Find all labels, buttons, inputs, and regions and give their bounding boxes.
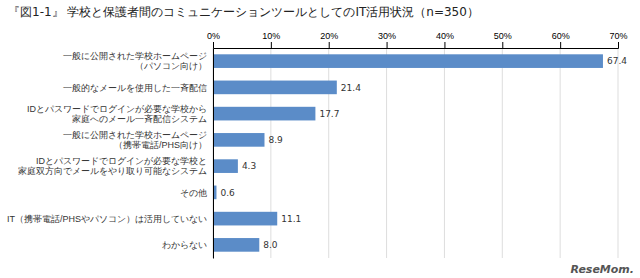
title: 『図1-1』 学校と保護者間のコミュニケーションツールとしてのIT活用状況（n=… [8, 5, 479, 19]
chart: 『図1-1』 学校と保護者間のコミュニケーションツールとしてのIT活用状況（n=… [0, 0, 640, 278]
y-tick-label: IDとパスワードでログインが必要な学校から家庭へのメール一斉配信システム [27, 104, 207, 124]
grid-line [618, 48, 619, 258]
y-tick-label: 一般に公開された学校ホームページ（パソコン向け） [63, 51, 207, 71]
y-tick: わからない [162, 240, 213, 250]
y-tick: 一般に公開された学校ホームページ（携帯電話/PHS向け） [63, 130, 213, 150]
grid-line [502, 48, 503, 258]
grid-line [213, 48, 214, 258]
x-tick: 70% [609, 31, 627, 48]
bar [213, 212, 277, 226]
x-tick: 30% [378, 31, 396, 48]
y-tick-label-line: 家庭へのメール一斉配信システム [72, 114, 207, 124]
data-label: 8.0 [263, 240, 278, 250]
y-tick-label-line: （携帯電話/PHS向け） [114, 140, 207, 150]
x-axis: 0% 10% 20% 30% 40% 50% 60% 70% [207, 31, 628, 49]
data-labels: 67.4 21.4 17.7 8.9 4.3 0.6 11.1 8.0 [220, 56, 627, 250]
y-tick: 一般に公開された学校ホームページ（パソコン向け） [63, 51, 213, 71]
y-tick-label: 一般的なメールを使用した一斉配信 [63, 83, 207, 93]
y-axis-line [213, 49, 214, 259]
y-tick: IDとパスワードでログインが必要な学校から家庭へのメール一斉配信システム [27, 104, 213, 124]
x-tick: 10% [262, 31, 280, 48]
data-label: 4.3 [242, 161, 256, 171]
grid-line [270, 48, 271, 258]
y-tick-label: IDとパスワードでログインが必要な学校と家庭双方向でメールをやり取り可能なシステ… [18, 156, 207, 176]
y-tick-label-line: 一般的なメールを使用した一斉配信 [63, 83, 207, 93]
x-tick-mark [213, 42, 214, 48]
x-tick-label: 20% [320, 31, 338, 41]
x-tick-mark [618, 42, 619, 48]
data-label: 11.1 [281, 214, 301, 224]
data-label: 21.4 [341, 83, 361, 93]
y-tick: IT（携帯電話/PHSやパソコン）は活用していない [7, 214, 213, 224]
y-tick-label: 一般に公開された学校ホームページ（携帯電話/PHS向け） [63, 130, 207, 150]
bar [213, 81, 337, 95]
data-label: 0.6 [220, 188, 235, 198]
y-tick-label: IT（携帯電話/PHSやパソコン）は活用していない [7, 214, 207, 224]
x-tick-label: 0% [207, 31, 220, 41]
y-tick-label-line: （パソコン向け） [135, 61, 207, 71]
y-tick-label-line: IDとパスワードでログインが必要な学校から [27, 104, 207, 114]
grid [213, 48, 618, 258]
x-tick-label: 60% [552, 31, 570, 41]
bar [213, 107, 315, 121]
bar [213, 159, 238, 173]
y-tick-label-line: その他 [180, 188, 207, 198]
x-tick-label: 10% [262, 31, 280, 41]
data-label: 67.4 [607, 56, 627, 66]
grid-line [328, 48, 329, 258]
y-axis: 一般に公開された学校ホームページ（パソコン向け）一般的なメールを使用した一斉配信… [7, 49, 214, 259]
y-tick: 一般的なメールを使用した一斉配信 [63, 83, 213, 93]
x-axis-line [214, 42, 619, 49]
x-tick-label: 50% [494, 31, 512, 41]
x-tick: 50% [494, 31, 512, 48]
plot-area [213, 48, 618, 258]
y-tick-label-line: わからない [162, 240, 207, 250]
x-tick: 40% [436, 31, 454, 48]
x-tick-label: 30% [378, 31, 396, 41]
x-tick-label: 40% [436, 31, 454, 41]
y-tick-label-line: 一般に公開された学校ホームページ [63, 130, 207, 140]
x-tick-label: 70% [609, 31, 627, 41]
y-tick: その他 [180, 188, 213, 198]
x-tick-mark [271, 42, 272, 48]
x-tick-mark [560, 42, 561, 48]
y-tick: IDとパスワードでログインが必要な学校と家庭双方向でメールをやり取り可能なシステ… [18, 156, 213, 176]
bar [213, 238, 259, 252]
x-tick: 60% [552, 31, 570, 48]
x-tick-mark [502, 42, 503, 48]
bars [213, 54, 603, 251]
y-tick-label-line: IDとパスワードでログインが必要な学校と [36, 156, 207, 166]
grid-line [444, 48, 445, 258]
x-tick: 0% [207, 31, 220, 48]
y-tick-label: その他 [180, 188, 207, 198]
y-tick-label: わからない [162, 240, 207, 250]
annotation: ReseMom. [570, 263, 634, 276]
x-tick-mark [387, 42, 388, 48]
y-tick-label-line: 家庭双方向でメールをやり取り可能なシステム [18, 166, 207, 176]
grid-line [386, 48, 387, 258]
x-tick-mark [329, 42, 330, 48]
grid-line [560, 48, 561, 258]
y-tick-label-line: 一般に公開された学校ホームページ [63, 51, 207, 61]
y-tick-label-line: IT（携帯電話/PHSやパソコン）は活用していない [7, 214, 207, 224]
x-tick-mark [444, 42, 445, 48]
bar [213, 133, 264, 147]
data-label: 17.7 [319, 109, 339, 119]
bar [213, 54, 603, 68]
data-label: 8.9 [268, 135, 283, 145]
x-tick: 20% [320, 31, 338, 48]
